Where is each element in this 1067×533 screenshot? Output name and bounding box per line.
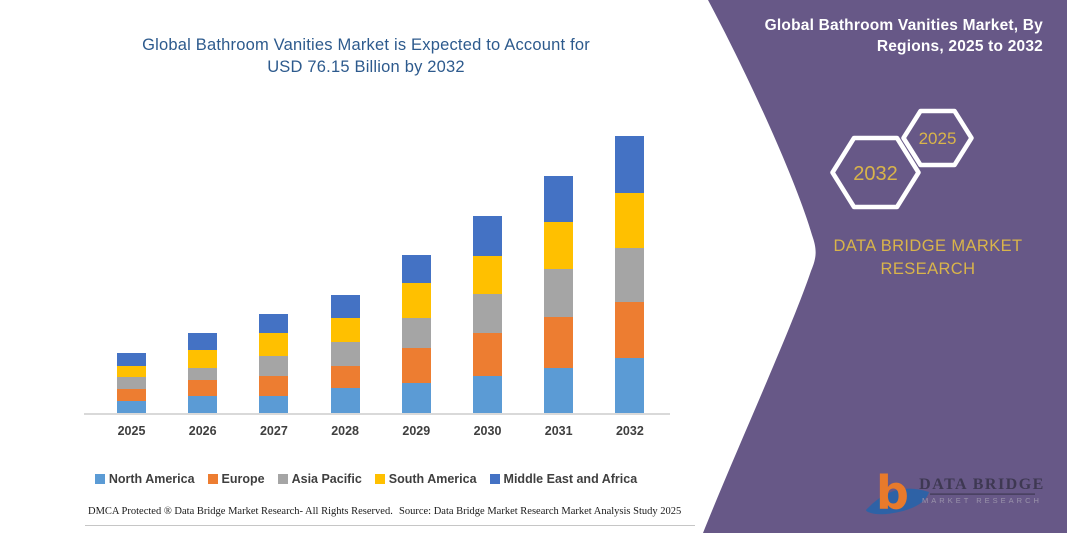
hexagon-2025-label: 2025 [919,129,957,148]
x-axis-label-2025: 2025 [117,424,146,438]
bar-2030-segment-middle-east-and-africa [473,215,502,257]
legend-swatch-asia-pacific [277,474,288,484]
legend-item-asia-pacific: Asia Pacific [277,472,362,486]
x-axis-label-2029: 2029 [402,424,431,438]
legend-item-middle-east-and-africa: Middle East and Africa [489,472,638,486]
bar-2029-segment-asia-pacific [401,317,431,348]
legend-label-south-america: South America [388,472,477,486]
chart-title: Global Bathroom Vanities Market is Expec… [60,34,672,78]
bar-2025-segment-asia-pacific [117,377,146,389]
bar-2027-segment-asia-pacific [259,355,289,376]
bar-2026-segment-north-america [188,396,218,413]
legend-label-asia-pacific: Asia Pacific [291,472,362,486]
bar-2028-segment-europe [330,365,360,388]
bar-2027-segment-europe [259,375,289,396]
data-bridge-logo: b DATA BRIDGE MARKET RESEARCH [866,466,1045,520]
panel-brand-line1: DATA BRIDGE MARKET [833,237,1023,255]
bar-2028-segment-middle-east-and-africa [330,294,360,319]
footer-source-text: Source: Data Bridge Market Research Mark… [399,506,682,517]
bar-2026-segment-asia-pacific [188,367,218,381]
legend-label-europe: Europe [221,472,265,486]
x-axis-labels: 2025 2026 2027 2028 2029 2030 2031 2032 [85,424,669,442]
panel-brand-text: DATA BRIDGE MARKET RESEARCH [828,235,1028,281]
bar-2031-segment-europe [544,317,574,368]
bar-2029-segment-south-america [401,282,431,318]
bar-2025-segment-north-america [117,400,146,413]
legend-label-north-america: North America [108,472,195,486]
x-axis-label-2026: 2026 [188,424,217,438]
legend-swatch-north-america [94,474,105,484]
logo-subtitle: MARKET RESEARCH [922,496,1042,505]
legend-item-north-america: North America [94,472,195,486]
bar-2032-segment-north-america [615,358,645,413]
bar-2032-segment-europe [615,302,645,359]
bar-2028-segment-south-america [330,318,360,343]
chart-title-line1: Global Bathroom Vanities Market is Expec… [142,36,590,54]
bar-2029-segment-europe [401,347,431,383]
bar-2027-segment-middle-east-and-africa [259,313,289,333]
hexagon-2032-label: 2032 [853,163,898,185]
footer-divider-line [85,525,695,526]
x-axis-label-2028: 2028 [331,424,359,438]
bar-2026-segment-middle-east-and-africa [188,333,218,350]
x-axis-label-2031: 2031 [544,424,573,438]
bar-2030-segment-south-america [473,256,502,295]
chart-legend: North America Europe Asia Pacific South Ame… [60,472,672,486]
x-axis-line [84,413,670,415]
bar-2027-segment-south-america [259,333,289,356]
bar-2025-segment-middle-east-and-africa [117,353,146,366]
bar-2028-segment-north-america [330,387,360,413]
bar-2031-segment-middle-east-and-africa [544,175,574,223]
legend-label-middle-east-and-africa: Middle East and Africa [503,472,638,486]
logo-title: DATA BRIDGE [919,476,1045,493]
bar-2029-segment-middle-east-and-africa [401,255,431,283]
bar-2030-segment-north-america [473,375,502,413]
bar-2026-segment-europe [188,380,218,397]
logo-b-glyph: b [876,466,909,520]
bar-2030-segment-asia-pacific [473,294,502,333]
legend-item-europe: Europe [207,472,265,486]
x-axis-label-2027: 2027 [259,424,288,438]
footer-dmca-text: DMCA Protected ® Data Bridge Market Rese… [88,506,393,517]
x-axis-label-2030: 2030 [473,424,502,438]
x-axis-label-2032: 2032 [615,424,644,438]
bar-2032-segment-middle-east-and-africa [615,136,645,193]
bar-2030-segment-europe [473,333,502,376]
bar-2032-segment-asia-pacific [615,247,645,303]
bar-2027-segment-north-america [259,395,289,413]
bar-2029-segment-north-america [401,382,431,413]
chart-title-line2: USD 76.15 Billion by 2032 [267,58,465,76]
bar-2025-segment-europe [117,389,146,401]
panel-brand-line2: RESEARCH [880,260,976,278]
legend-item-south-america: South America [374,472,477,486]
bar-2028-segment-asia-pacific [330,342,360,366]
panel-title-line1: Global Bathroom Vanities Market, By [764,17,1043,34]
bar-2025-segment-south-america [117,365,146,378]
bar-2031-segment-south-america [544,222,574,269]
logo-swoosh [866,488,929,515]
bar-2032-segment-south-america [615,192,645,248]
plot-area [85,120,669,413]
legend-swatch-middle-east-and-africa [489,474,500,484]
bar-2026-segment-south-america [188,349,218,368]
legend-swatch-south-america [374,474,385,484]
bar-2031-segment-asia-pacific [544,269,574,318]
panel-title: Global Bathroom Vanities Market, By Regi… [723,15,1043,57]
hexagon-2025 [901,108,974,168]
logo-underline [930,493,1035,495]
panel-title-line2: Regions, 2025 to 2032 [876,38,1043,55]
hexagon-2032 [830,135,921,210]
legend-swatch-europe [207,474,218,484]
bar-2031-segment-north-america [544,367,574,413]
